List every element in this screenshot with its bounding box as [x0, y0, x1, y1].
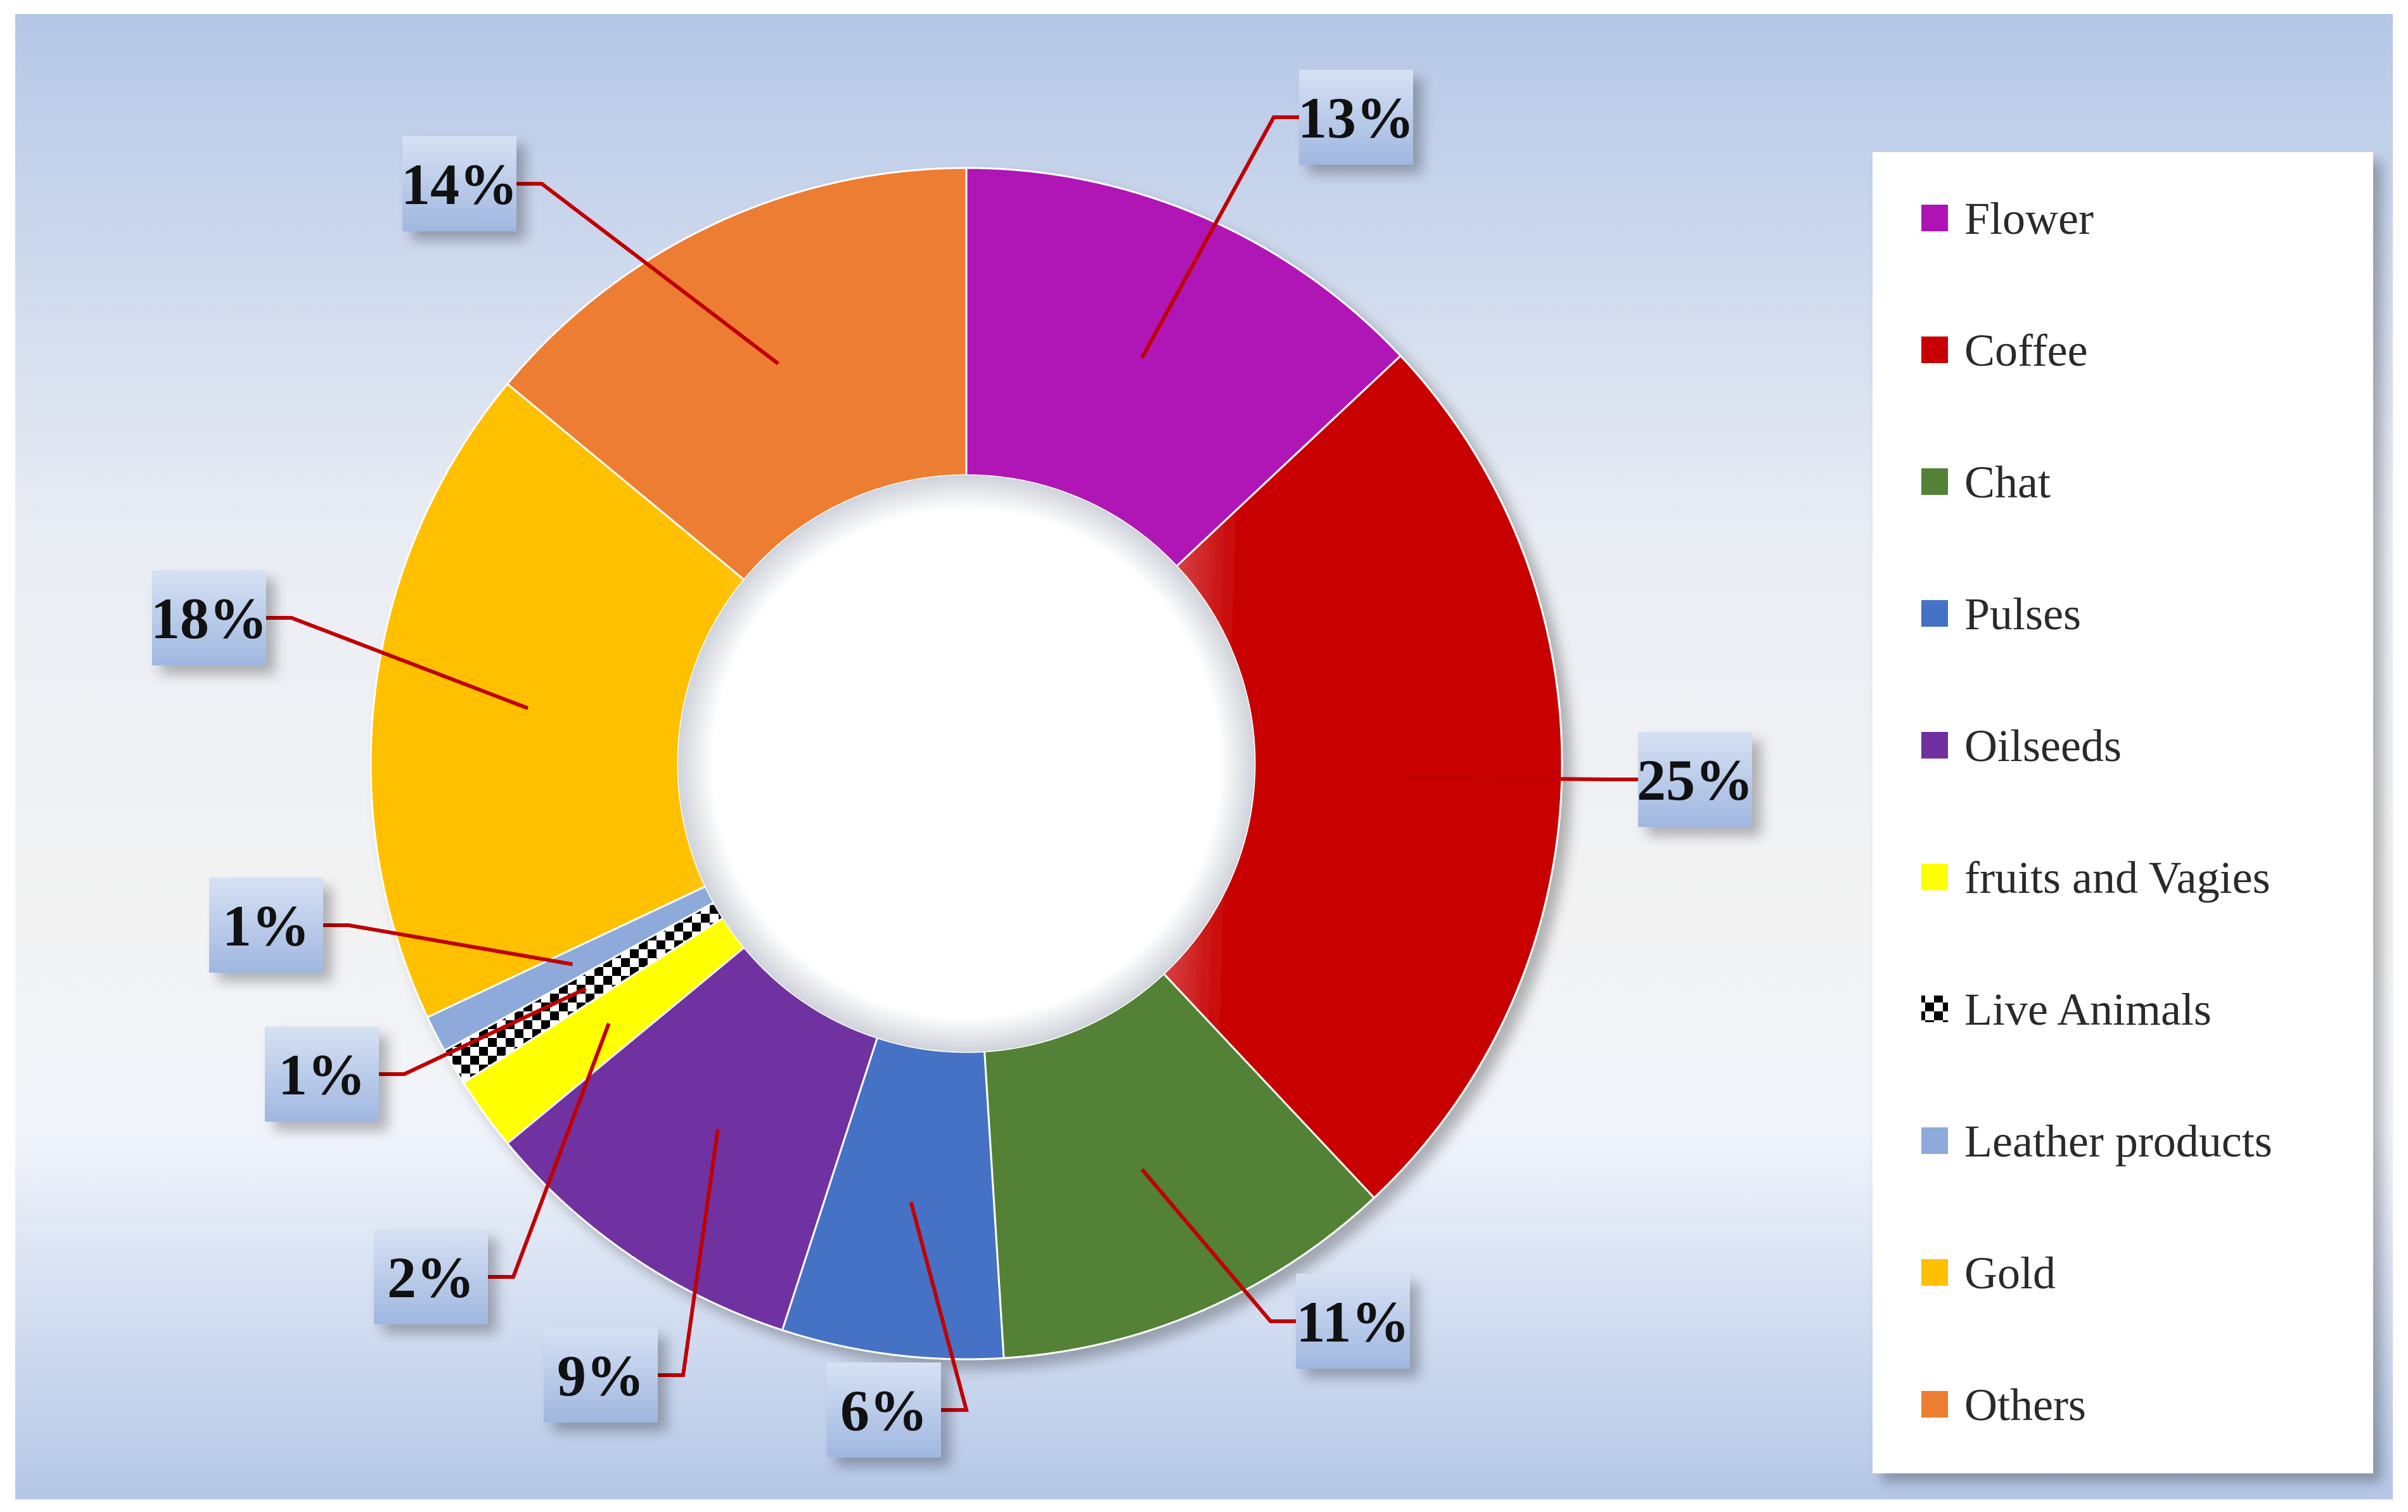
legend-label-coffee: Coffee	[1964, 325, 2088, 376]
leader-line-coffee	[1408, 775, 1638, 781]
value-labels: 13% 25% 11% 6% 9% 2% 1% 1% 18% 14%	[151, 70, 1753, 1458]
legend-swatch-fruits-and-vagies	[1921, 864, 1948, 890]
legend-label-leather-products: Leather products	[1964, 1116, 2272, 1167]
value-label-box-live-animals	[265, 1027, 379, 1122]
legend-label-fruits-and-vagies: fruits and Vagies	[1964, 852, 2270, 903]
legend-swatch-coffee	[1921, 336, 1948, 363]
legend-swatch-pulses	[1921, 600, 1948, 627]
value-label-box-leather-products	[209, 878, 323, 973]
value-label-gold: 18%	[151, 586, 267, 651]
leader-line-leather-products	[323, 923, 573, 966]
value-label-fruits-and-vagies: 2%	[387, 1245, 475, 1310]
slices-layer	[369, 167, 1563, 1361]
legend-box	[1873, 152, 2373, 1473]
value-label-box-others	[402, 136, 516, 231]
legend-swatch-gold	[1921, 1259, 1948, 1286]
leader-line-fruits-and-vagies	[488, 1022, 611, 1279]
legend-swatch-chat	[1921, 468, 1948, 495]
leader-line-gold	[266, 616, 529, 710]
legend-label-gold: Gold	[1964, 1248, 2056, 1298]
legend-label-pulses: Pulses	[1964, 589, 2081, 639]
legend-swatch-others	[1921, 1391, 1948, 1418]
value-label-box-oilseeds	[544, 1328, 658, 1423]
value-label-box-pulses	[827, 1362, 941, 1458]
legend-swatch-live-animals	[1921, 996, 1948, 1022]
legend-label-others: Others	[1964, 1380, 2086, 1430]
legend-label-oilseeds: Oilseeds	[1964, 721, 2122, 771]
donut-hole	[678, 475, 1255, 1052]
value-label-box-fruits-and-vagies	[374, 1229, 488, 1324]
value-label-pulses: 6%	[840, 1378, 928, 1443]
value-label-live-animals: 1%	[278, 1042, 366, 1107]
legend-swatch-flower	[1921, 205, 1948, 231]
leader-lines	[266, 115, 1638, 1412]
legend-label-live-animals: Live Animals	[1964, 984, 2212, 1035]
leader-line-pulses	[909, 1201, 969, 1412]
legend: Flower Coffee Chat Pulses Oilseeds fruits and…	[1873, 152, 2373, 1473]
legend-label-flower: Flower	[1964, 193, 2094, 244]
value-label-box-chat	[1296, 1274, 1410, 1369]
value-label-oilseeds: 9%	[557, 1343, 644, 1408]
value-label-leather-products: 1%	[222, 894, 310, 958]
value-label-box-gold	[152, 570, 266, 665]
value-label-box-flower	[1299, 70, 1413, 165]
value-label-coffee: 25%	[1637, 748, 1753, 812]
leader-line-live-animals	[379, 987, 587, 1076]
legend-label-chat: Chat	[1964, 457, 2051, 508]
leader-line-chat	[1140, 1168, 1296, 1323]
leader-line-oilseeds	[658, 1129, 720, 1377]
legend-swatch-leather-products	[1921, 1127, 1948, 1154]
value-label-flower: 13%	[1298, 86, 1414, 150]
legend-swatch-oilseeds	[1921, 732, 1948, 759]
leader-line-others	[516, 182, 779, 366]
leader-line-flower	[1140, 115, 1299, 359]
value-label-box-coffee	[1638, 732, 1752, 827]
value-label-others: 14%	[401, 152, 518, 217]
value-label-chat: 11%	[1297, 1290, 1410, 1354]
